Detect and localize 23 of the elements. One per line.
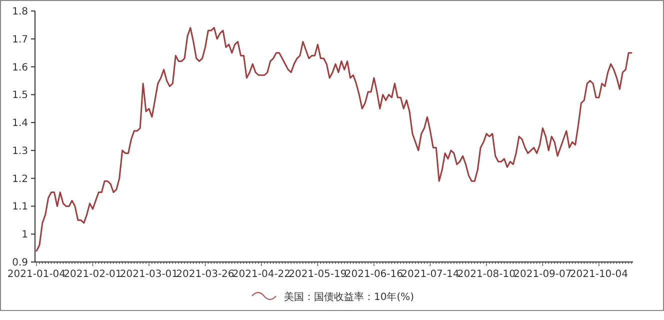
x-tick-label: 2021-07-14 bbox=[401, 269, 460, 280]
legend-label: 美国：国债收益率：10年(%) bbox=[284, 291, 414, 303]
x-tick-label: 2021-10-04 bbox=[570, 269, 628, 280]
x-tick-label: 2021-06-16 bbox=[344, 269, 404, 280]
x-tick-label: 2021-01-04 bbox=[7, 269, 66, 280]
y-tick-label: 1.2 bbox=[12, 174, 28, 185]
x-tick-label: 2021-04-22 bbox=[232, 269, 291, 280]
y-tick-label: 0.9 bbox=[12, 258, 28, 268]
y-tick-label: 1.1 bbox=[12, 202, 28, 213]
y-tick-label: 1.5 bbox=[12, 90, 28, 102]
x-tick-label: 2021-09-07 bbox=[514, 269, 572, 280]
y-tick-label: 1.3 bbox=[12, 146, 28, 157]
x-tick-label: 2021-03-01 bbox=[120, 269, 178, 280]
y-tick-label: 1.6 bbox=[12, 62, 28, 74]
y-tick-label: 1.4 bbox=[12, 118, 28, 130]
y-tick-label: 1 bbox=[22, 230, 28, 241]
x-tick-label: 2021-02-01 bbox=[64, 269, 122, 280]
line-series bbox=[36, 26, 632, 252]
y-tick-label: 1.8 bbox=[12, 6, 28, 18]
x-tick-label: 2021-05-19 bbox=[288, 269, 347, 280]
y-tick-label: 1.7 bbox=[12, 34, 28, 46]
x-tick-label: 2021-03-26 bbox=[176, 269, 234, 280]
x-tick-label: 2021-08-10 bbox=[457, 269, 516, 280]
